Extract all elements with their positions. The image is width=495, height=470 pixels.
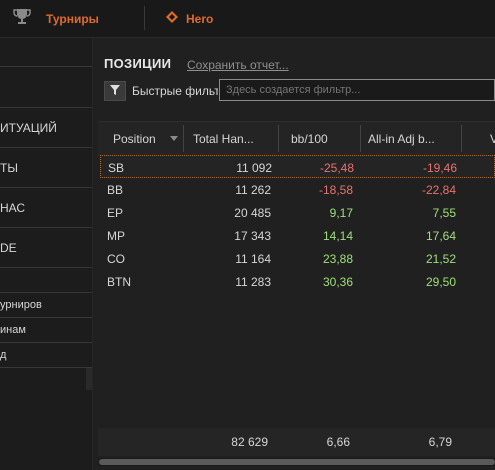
filter-input[interactable]: [219, 79, 495, 101]
sidebar-divider: [0, 147, 92, 148]
bb100-total: 6,66: [326, 435, 350, 449]
column-header-total-hands[interactable]: Total Han...: [193, 131, 254, 146]
sidebar-item-label: НАС: [0, 200, 26, 215]
table-row[interactable]: EP 20 485 9,17 7,55: [100, 201, 495, 224]
cell-position: EP: [107, 205, 124, 220]
sidebar-scroll-handle[interactable]: [86, 368, 92, 390]
cell-bb100: 9,17: [329, 205, 353, 220]
hero-label: Hero: [186, 11, 214, 26]
cell-position: BB: [107, 182, 124, 197]
save-report-link[interactable]: Сохранить отчет...: [187, 58, 289, 72]
column-header-extra[interactable]: V: [490, 131, 495, 146]
cell-position: SB: [108, 160, 125, 175]
sidebar-divider: [0, 367, 92, 368]
hero-selector[interactable]: Hero: [166, 0, 213, 37]
tab-tournaments[interactable]: Турниры: [12, 0, 99, 37]
cell-total-hands: 11 164: [235, 251, 271, 266]
allin-adj-total: 6,79: [428, 435, 452, 449]
sidebar-item-label: урниров: [0, 299, 42, 311]
sidebar-item-tournaments[interactable]: урниров: [0, 293, 92, 317]
table-footer: 82 629 6,66 6,79: [98, 428, 495, 456]
sidebar: ИТУАЦИЙ ТЫ НАС DE урниров инам д: [0, 38, 93, 470]
cell-total-hands: 11 092: [236, 160, 272, 175]
column-header-bb100[interactable]: bb/100: [291, 131, 328, 146]
sidebar-divider: [0, 107, 92, 108]
cell-total-hands: 17 343: [234, 228, 271, 243]
cell-position: MP: [107, 228, 125, 243]
cell-allin-adj: 17,64: [425, 228, 456, 243]
cell-allin-adj: -19,46: [422, 160, 457, 175]
sidebar-item-dynamics[interactable]: инам: [0, 318, 92, 342]
sidebar-item-hands[interactable]: НАС: [0, 188, 92, 227]
sidebar-item-label: д: [0, 349, 7, 361]
sidebar-item-reports[interactable]: ТЫ: [0, 148, 92, 187]
main-panel: [93, 38, 495, 470]
cell-bb100: -25,48: [319, 160, 354, 175]
table-header: Position Total Han... bb/100 All-in Adj …: [98, 121, 495, 156]
table-row[interactable]: CO 11 164 23,88 21,52: [100, 247, 495, 270]
cell-total-hands: 11 262: [235, 182, 271, 197]
filter-button[interactable]: [104, 81, 126, 101]
sidebar-item-mode[interactable]: DE: [0, 228, 92, 267]
top-bar: [0, 0, 495, 38]
tab-tournaments-label: Турниры: [46, 11, 99, 26]
funnel-icon: [109, 84, 121, 99]
sidebar-item-label: ТЫ: [0, 160, 18, 175]
sidebar-divider: [0, 66, 92, 67]
column-divider[interactable]: [278, 125, 279, 152]
sidebar-divider: [0, 187, 92, 188]
sidebar-item-period[interactable]: д: [0, 343, 92, 367]
sidebar-item-label: ИТУАЦИЙ: [0, 120, 57, 135]
sidebar-divider: [0, 292, 92, 293]
top-divider: [144, 6, 145, 30]
trophy-icon: [12, 8, 34, 29]
hero-icon: [166, 11, 180, 26]
cell-allin-adj: -22,84: [421, 182, 456, 197]
sidebar-divider: [0, 317, 92, 318]
cell-allin-adj: 21,52: [425, 251, 456, 266]
sidebar-item-label: DE: [0, 240, 17, 255]
column-divider[interactable]: [183, 125, 184, 152]
page-title: ПОЗИЦИИ: [104, 56, 172, 71]
cell-bb100: -18,58: [318, 182, 353, 197]
total-hands-sum: 82 629: [231, 435, 268, 449]
sidebar-divider: [0, 227, 92, 228]
column-divider[interactable]: [461, 125, 462, 152]
horizontal-scrollbar-thumb[interactable]: [99, 459, 495, 465]
sort-down-icon[interactable]: [170, 122, 180, 155]
sidebar-item-label: инам: [0, 324, 26, 336]
cell-position: BTN: [107, 274, 131, 289]
column-header-position[interactable]: Position: [113, 131, 156, 146]
cell-allin-adj: 29,50: [425, 274, 456, 289]
quick-filters-label[interactable]: Быстрые фильтры: [132, 84, 218, 98]
column-header-allin-adj[interactable]: All-in Adj b...: [368, 131, 435, 146]
sidebar-item-situations[interactable]: ИТУАЦИЙ: [0, 108, 92, 147]
table-row[interactable]: MP 17 343 14,14 17,64: [100, 224, 495, 247]
table-row[interactable]: BB 11 262 -18,58 -22,84: [100, 178, 495, 201]
cell-bb100: 30,36: [322, 274, 353, 289]
table-row[interactable]: SB 11 092 -25,48 -19,46: [100, 155, 495, 178]
cell-total-hands: 20 485: [234, 205, 271, 220]
column-divider[interactable]: [360, 125, 361, 152]
sidebar-divider: [0, 342, 92, 343]
cell-bb100: 23,88: [322, 251, 353, 266]
cell-position: CO: [107, 251, 125, 266]
sidebar-divider: [0, 267, 92, 268]
cell-bb100: 14,14: [322, 228, 353, 243]
cell-allin-adj: 7,55: [432, 205, 456, 220]
table-row[interactable]: BTN 11 283 30,36 29,50: [100, 270, 495, 293]
cell-total-hands: 11 283: [235, 274, 271, 289]
